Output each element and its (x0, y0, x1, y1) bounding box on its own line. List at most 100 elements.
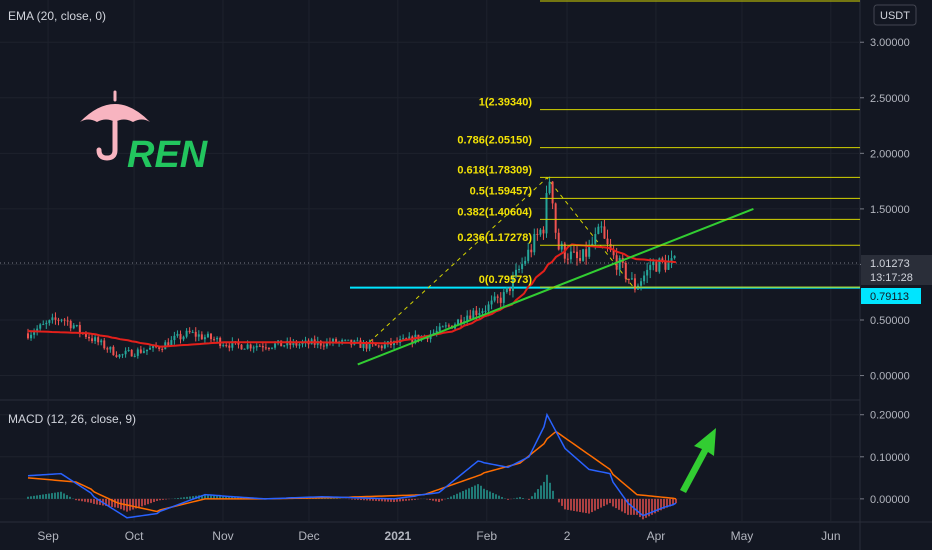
candle-down (447, 325, 450, 327)
fibonacci-retracement[interactable]: 1(2.39340) 0.786(2.05150) 0.618(1.78309) 0.… (457, 0, 860, 288)
candle-down (115, 355, 118, 357)
candle-down (542, 229, 545, 234)
price-pane[interactable] (0, 0, 860, 522)
candle-down (469, 315, 472, 320)
fib-level-label: 0.5(1.59457) (470, 185, 533, 197)
candle-down (609, 243, 612, 251)
candle-down (603, 226, 606, 239)
macd-axis[interactable]: 0.20000 0.10000 0.00000 (860, 410, 910, 506)
candle-down (280, 340, 283, 347)
time-tick-label: Sep (37, 529, 59, 543)
candle-up (142, 351, 145, 353)
candle-up (490, 300, 493, 305)
candle-up (511, 276, 514, 292)
candle-down (78, 325, 81, 333)
currency-badge[interactable]: USDT (873, 4, 917, 26)
candle-up (643, 275, 646, 282)
candle-up (548, 181, 551, 194)
candle-up (670, 258, 673, 262)
candle-up (292, 341, 295, 346)
time-tick-label: Dec (298, 529, 319, 543)
time-tick-label: May (731, 529, 754, 543)
candle-up (618, 257, 621, 270)
candle-down (63, 319, 66, 321)
candle-down (664, 261, 667, 270)
time-tick-label: Nov (212, 529, 233, 543)
candle-down (460, 319, 463, 324)
candle-up (185, 330, 188, 337)
currency-badge-frame (873, 4, 917, 26)
candle-up (133, 355, 136, 357)
candle-up (594, 234, 597, 244)
candle-down (612, 250, 615, 256)
candle-up (652, 261, 655, 266)
candle-up (271, 347, 273, 349)
candle-up (149, 347, 151, 350)
candle-up (582, 249, 585, 261)
candle-up (170, 340, 173, 347)
candle-down (158, 347, 161, 349)
macd-pane[interactable] (0, 412, 860, 520)
candle-up (521, 263, 524, 269)
candle-down (579, 258, 582, 261)
candle-down (106, 348, 109, 350)
green-arrow-annotation[interactable] (680, 428, 716, 493)
umbrella-handle (96, 119, 118, 161)
candle-down (69, 320, 72, 329)
candle-down (566, 258, 569, 260)
fib-level-label: 1(2.39340) (479, 97, 533, 109)
candle-up (408, 336, 411, 340)
candle-up (231, 341, 234, 348)
candle-up (176, 333, 179, 336)
candle-up (222, 345, 225, 347)
candle-down (551, 181, 554, 204)
candle-up (298, 344, 301, 346)
macd-histogram (27, 474, 677, 520)
candle-up (493, 296, 496, 301)
candle-up (597, 226, 600, 235)
candle-down (258, 345, 261, 347)
macd-tick-label: 0.00000 (870, 494, 910, 506)
candle-up (197, 334, 200, 337)
candle-up (432, 332, 435, 335)
candle-down (130, 349, 133, 357)
candle-up (45, 322, 48, 325)
candle-down (380, 345, 383, 349)
support-price-badge-bg (861, 288, 921, 304)
time-tick-label: Jun (821, 529, 840, 543)
candle-up (121, 354, 124, 356)
ren-watermark: REN (127, 134, 209, 176)
candle-up (667, 261, 670, 270)
candle-up (533, 233, 536, 253)
candle-down (188, 330, 191, 333)
candle-down (103, 340, 106, 349)
candle-down (536, 233, 539, 235)
candle-up (283, 345, 286, 347)
time-tick-label: 2021 (385, 529, 412, 543)
candle-down (496, 296, 499, 298)
candle-up (51, 317, 54, 321)
candle-up (368, 341, 371, 349)
candle-down (576, 251, 578, 259)
macd-indicator-label[interactable]: MACD (12, 26, close, 9) (8, 412, 136, 426)
current-price-value: 1.01273 (870, 258, 910, 270)
candle-down (359, 340, 362, 348)
fib-level-label: 0.786(2.05150) (457, 135, 532, 147)
ema-indicator-label[interactable]: EMA (20, close, 0) (8, 9, 106, 23)
candle-down (228, 345, 231, 348)
candle-down (264, 347, 267, 349)
ema-line[interactable] (27, 243, 677, 348)
macd-line[interactable] (27, 412, 677, 519)
candle-up (444, 325, 447, 327)
candle-up (435, 330, 438, 333)
candle-up (441, 326, 444, 328)
candle-up (438, 326, 441, 331)
candle-down (27, 333, 29, 339)
candle-down (365, 342, 368, 349)
candle-up (649, 265, 652, 270)
time-axis[interactable]: Sep Oct Nov Dec 2021 Feb 2 Apr May Jun (37, 529, 840, 543)
candle-down (554, 203, 557, 233)
candle-down (54, 317, 57, 320)
